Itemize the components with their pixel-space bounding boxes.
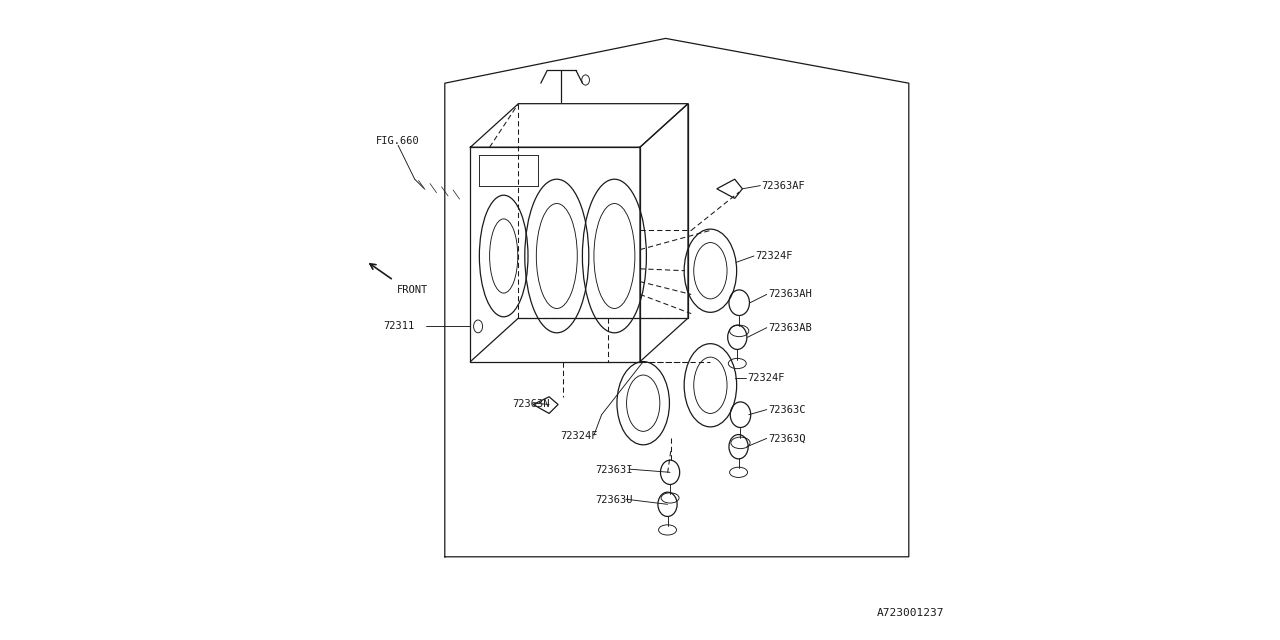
Text: 72363AH: 72363AH <box>768 289 812 300</box>
Text: 72311: 72311 <box>384 321 415 332</box>
Text: 72363AF: 72363AF <box>762 180 805 191</box>
Text: 72324F: 72324F <box>755 251 792 261</box>
Text: A723001237: A723001237 <box>877 607 945 618</box>
Text: 72324F: 72324F <box>748 372 785 383</box>
Text: 72363U: 72363U <box>595 495 632 506</box>
Text: 72363AB: 72363AB <box>768 323 812 333</box>
Text: 72363C: 72363C <box>768 404 805 415</box>
Text: FRONT: FRONT <box>397 285 428 296</box>
Text: 72363N: 72363N <box>512 399 549 410</box>
Text: 72363Q: 72363Q <box>768 433 805 444</box>
Text: FIG.660: FIG.660 <box>376 136 420 146</box>
Text: 72324F: 72324F <box>561 431 598 442</box>
Text: 72363I: 72363I <box>595 465 632 476</box>
